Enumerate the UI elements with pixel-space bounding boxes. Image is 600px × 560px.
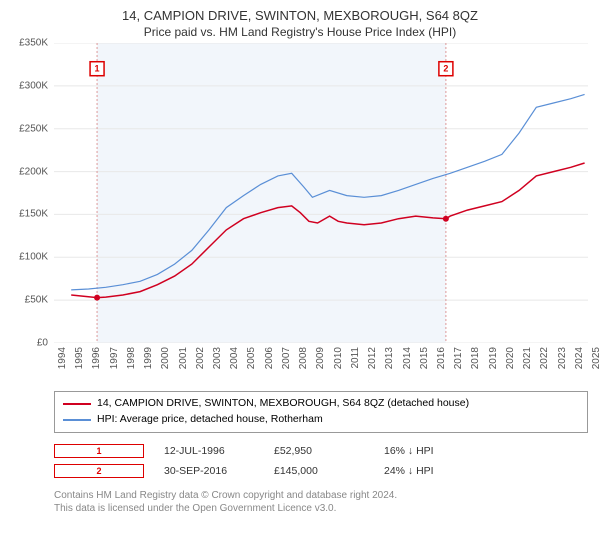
x-tick-label: 2018	[470, 347, 481, 369]
svg-text:2: 2	[443, 64, 448, 74]
x-axis: 1994 1995 1996 1997 1998 1999 2000 2001 2002 2003…	[54, 343, 588, 383]
x-tick-label: 1999	[143, 347, 154, 369]
x-tick-label: 1996	[91, 347, 102, 369]
y-tick-label: £0	[37, 338, 48, 349]
x-tick-label: 2006	[264, 347, 275, 369]
sale-delta: 24% ↓ HPI	[384, 465, 474, 477]
x-tick-label: 2016	[436, 347, 447, 369]
legend-item: HPI: Average price, detached house, Roth…	[63, 412, 579, 428]
x-tick-label: 2020	[505, 347, 516, 369]
y-tick-label: £200K	[19, 166, 48, 177]
x-tick-label: 2000	[160, 347, 171, 369]
legend-item: 14, CAMPION DRIVE, SWINTON, MEXBOROUGH, …	[63, 396, 579, 412]
x-tick-label: 2021	[522, 347, 533, 369]
footnote-line1: Contains HM Land Registry data © Crown c…	[54, 489, 588, 502]
x-tick-label: 2001	[178, 347, 189, 369]
footnote: Contains HM Land Registry data © Crown c…	[54, 489, 588, 515]
legend-label: HPI: Average price, detached house, Roth…	[97, 412, 323, 428]
chart-area: £0£50K£100K£150K£200K£250K£300K£350K 12 …	[54, 43, 588, 383]
sale-marker-icon: 1	[54, 444, 144, 458]
sale-row: 1 12-JUL-1996 £52,950 16% ↓ HPI	[54, 441, 588, 461]
chart-plot: 12	[54, 43, 588, 343]
sale-date: 12-JUL-1996	[164, 445, 254, 457]
x-tick-label: 2012	[367, 347, 378, 369]
x-tick-label: 2014	[402, 347, 413, 369]
chart-subtitle: Price paid vs. HM Land Registry's House …	[12, 25, 588, 39]
x-tick-label: 2009	[315, 347, 326, 369]
x-tick-label: 2025	[591, 347, 600, 369]
y-tick-label: £350K	[19, 38, 48, 49]
x-tick-label: 2003	[212, 347, 223, 369]
y-tick-label: £50K	[25, 295, 48, 306]
x-tick-label: 1995	[74, 347, 85, 369]
legend-swatch	[63, 419, 91, 421]
x-tick-label: 1994	[57, 347, 68, 369]
chart-title: 14, CAMPION DRIVE, SWINTON, MEXBOROUGH, …	[12, 8, 588, 23]
x-tick-label: 2022	[539, 347, 550, 369]
legend-label: 14, CAMPION DRIVE, SWINTON, MEXBOROUGH, …	[97, 396, 469, 412]
footnote-line2: This data is licensed under the Open Gov…	[54, 502, 588, 515]
chart-container: 14, CAMPION DRIVE, SWINTON, MEXBOROUGH, …	[0, 0, 600, 560]
sale-date: 30-SEP-2016	[164, 465, 254, 477]
x-tick-label: 2019	[488, 347, 499, 369]
x-tick-label: 2005	[246, 347, 257, 369]
legend: 14, CAMPION DRIVE, SWINTON, MEXBOROUGH, …	[54, 391, 588, 433]
y-axis: £0£50K£100K£150K£200K£250K£300K£350K	[12, 43, 52, 343]
y-tick-label: £250K	[19, 123, 48, 134]
x-tick-label: 2023	[557, 347, 568, 369]
x-tick-label: 1997	[109, 347, 120, 369]
legend-swatch	[63, 403, 91, 405]
x-tick-label: 2008	[298, 347, 309, 369]
x-tick-label: 2015	[419, 347, 430, 369]
y-tick-label: £100K	[19, 252, 48, 263]
y-tick-label: £150K	[19, 209, 48, 220]
x-tick-label: 2007	[281, 347, 292, 369]
svg-text:1: 1	[95, 64, 100, 74]
sales-table: 1 12-JUL-1996 £52,950 16% ↓ HPI 2 30-SEP-2016…	[54, 441, 588, 481]
x-tick-label: 2004	[229, 347, 240, 369]
sale-delta: 16% ↓ HPI	[384, 445, 474, 457]
x-tick-label: 2010	[333, 347, 344, 369]
x-tick-label: 2017	[453, 347, 464, 369]
x-tick-label: 2002	[195, 347, 206, 369]
x-tick-label: 2024	[574, 347, 585, 369]
y-tick-label: £300K	[19, 80, 48, 91]
sale-row: 2 30-SEP-2016 £145,000 24% ↓ HPI	[54, 461, 588, 481]
sale-price: £52,950	[274, 445, 364, 457]
sale-price: £145,000	[274, 465, 364, 477]
sale-marker-icon: 2	[54, 464, 144, 478]
x-tick-label: 2011	[350, 347, 361, 369]
x-tick-label: 1998	[126, 347, 137, 369]
x-tick-label: 2013	[384, 347, 395, 369]
